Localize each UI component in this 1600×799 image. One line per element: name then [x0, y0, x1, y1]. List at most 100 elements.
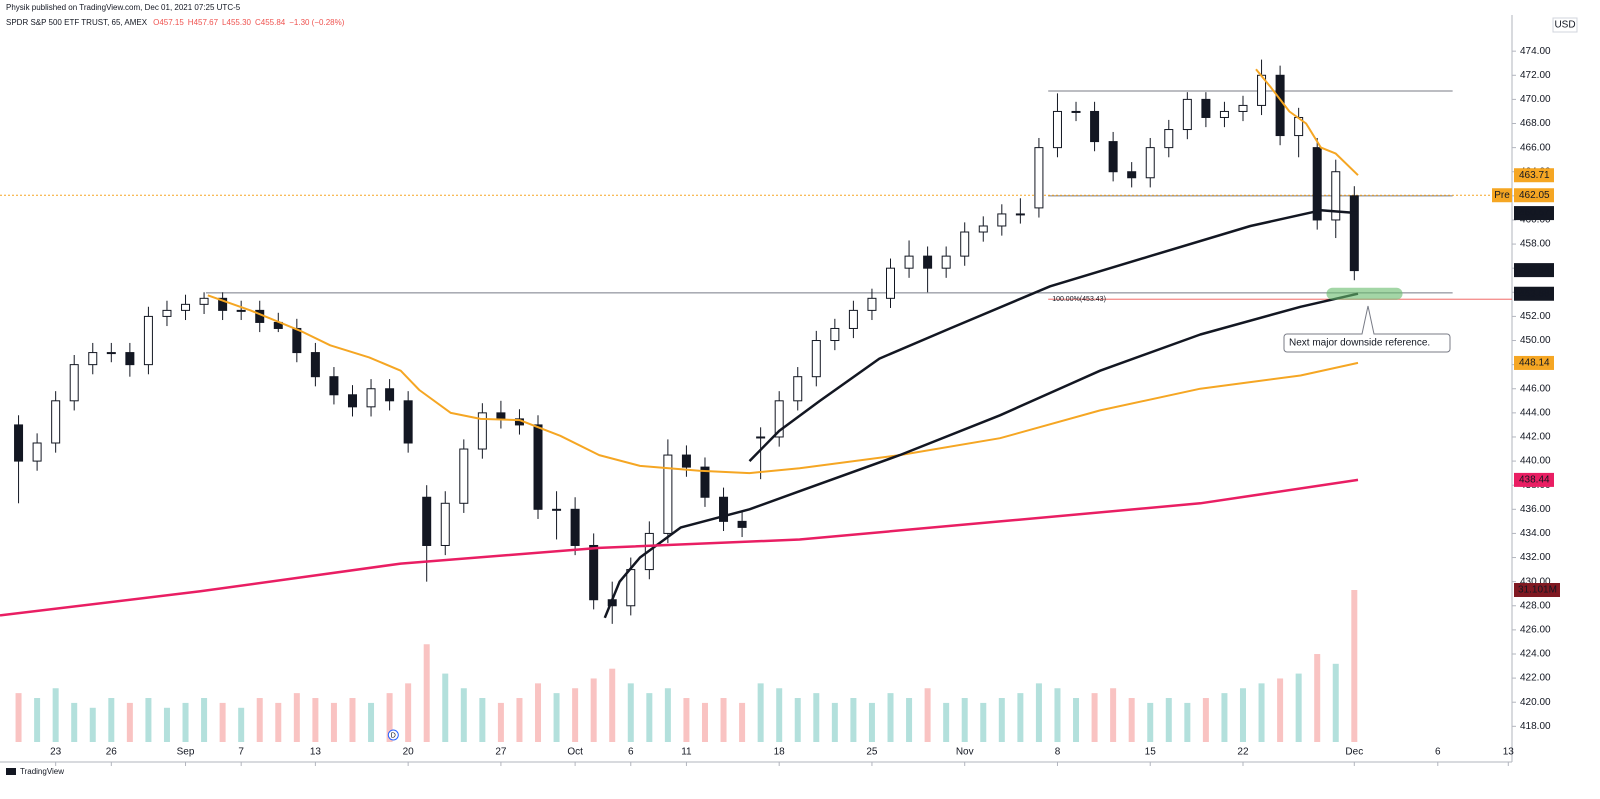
- candle-body: [125, 352, 135, 366]
- x-tick-label: Oct: [567, 747, 583, 758]
- y-tick-label: 450.00: [1520, 335, 1551, 346]
- y-tick-label: 436.00: [1520, 504, 1551, 515]
- x-tick-label: 22: [1237, 747, 1249, 758]
- volume-bar: [961, 698, 968, 742]
- volume-bar: [516, 698, 523, 742]
- candle-body: [143, 315, 153, 366]
- symbol-line: SPDR S&P 500 ETF TRUST, 65, AMEX O457.15 H…: [6, 18, 345, 27]
- x-tick-label: 26: [106, 747, 118, 758]
- candle-body: [960, 231, 970, 257]
- candle-body: [403, 400, 413, 444]
- indicator-line: [0, 478, 1359, 617]
- price-tag: [1514, 263, 1554, 278]
- y-tick-label: 430.00: [1520, 576, 1551, 587]
- candle-body: [1071, 110, 1081, 113]
- volume-bar: [256, 698, 263, 742]
- price-tag-marker-label: Pre: [1494, 190, 1510, 201]
- candle-body: [51, 400, 61, 444]
- volume-bar: [1314, 654, 1321, 742]
- y-tick-label: 444.00: [1520, 408, 1551, 419]
- volume-bar: [757, 683, 764, 742]
- volume-bar: [924, 688, 931, 742]
- volume-bar: [293, 693, 300, 742]
- x-tick-label: 6: [1435, 747, 1441, 758]
- volume-bar: [1054, 688, 1061, 742]
- volume-bar: [1258, 683, 1265, 742]
- candle-body: [496, 412, 506, 420]
- ohlc-low: L455.30: [222, 18, 251, 27]
- volume-bar: [1295, 673, 1302, 742]
- candle-body: [1145, 147, 1155, 179]
- candle-body: [941, 255, 951, 269]
- volume-bar: [1239, 688, 1246, 742]
- volume-bar: [201, 698, 208, 742]
- volume-bar: [1332, 663, 1339, 742]
- volume-bar: [813, 693, 820, 742]
- price-tag: [1514, 188, 1554, 203]
- volume-bar: [1184, 702, 1191, 742]
- y-tick-label: 418.00: [1520, 721, 1551, 732]
- currency: USD: [1554, 20, 1575, 31]
- volume-bar: [906, 698, 913, 742]
- candle-body: [570, 508, 580, 546]
- candle-body: [681, 454, 691, 468]
- candle-body: [1219, 110, 1229, 118]
- indicator-line: [603, 292, 1359, 619]
- price-tag: [1514, 168, 1554, 183]
- candle-body: [719, 496, 729, 522]
- y-tick-label: 472.00: [1520, 70, 1551, 81]
- volume-bar: [1128, 698, 1135, 742]
- indicator-line: [207, 294, 1359, 475]
- volume-bar: [442, 673, 449, 742]
- event-marker: [387, 729, 399, 741]
- candle-body: [1275, 74, 1285, 137]
- x-tick-label: 27: [495, 747, 507, 758]
- candle-body: [1015, 213, 1025, 216]
- volume-bar: [609, 668, 616, 742]
- callout-text: Next major downside reference.: [1289, 338, 1430, 349]
- event-label: D: [391, 732, 396, 739]
- candle-body: [422, 496, 432, 546]
- volume-bar: [1091, 693, 1098, 742]
- x-tick-label: 8: [1055, 747, 1061, 758]
- currency-box[interactable]: [1552, 17, 1578, 33]
- volume-bar: [980, 702, 987, 742]
- volume-bar: [1073, 698, 1080, 742]
- candle-body: [997, 213, 1007, 227]
- candle-body: [774, 400, 784, 438]
- footer-logo-text: TradingView: [20, 767, 64, 776]
- volume-bar: [794, 698, 801, 742]
- y-tick-label: 466.00: [1520, 142, 1551, 153]
- volume-bar: [572, 688, 579, 742]
- volume-bar: [238, 707, 245, 742]
- volume-bar: [1110, 688, 1117, 742]
- candle-body: [978, 225, 988, 233]
- candle-body: [459, 448, 469, 504]
- candle-body: [292, 327, 302, 354]
- candle-body: [533, 424, 543, 510]
- candle-body: [756, 436, 766, 439]
- volume-bar: [868, 702, 875, 742]
- footer-logo: [6, 768, 16, 775]
- volume-bar: [34, 698, 41, 742]
- indicator-line: [748, 209, 1359, 462]
- candle-body: [1238, 104, 1248, 112]
- price-tag-label: 455.84: [1519, 265, 1550, 276]
- y-tick-label: 470.00: [1520, 94, 1551, 105]
- x-tick-label: 7: [238, 747, 244, 758]
- y-tick-label: 432.00: [1520, 552, 1551, 563]
- candle-body: [440, 502, 450, 546]
- candle-body: [552, 508, 562, 511]
- candle-body: [1331, 171, 1341, 221]
- candle-body: [886, 267, 896, 299]
- candle-body: [347, 394, 357, 408]
- volume-bar: [405, 683, 412, 742]
- candle-body: [589, 544, 599, 601]
- volume-bar: [1221, 693, 1228, 742]
- volume-bar: [460, 688, 467, 742]
- candle-body: [904, 255, 914, 269]
- y-tick-label: 442.00: [1520, 432, 1551, 443]
- plot: 418.00 420.00 422.00 424.00 426.00 428.00 430.…: [0, 46, 1560, 766]
- candle-body: [867, 297, 877, 311]
- candle-body: [830, 327, 840, 342]
